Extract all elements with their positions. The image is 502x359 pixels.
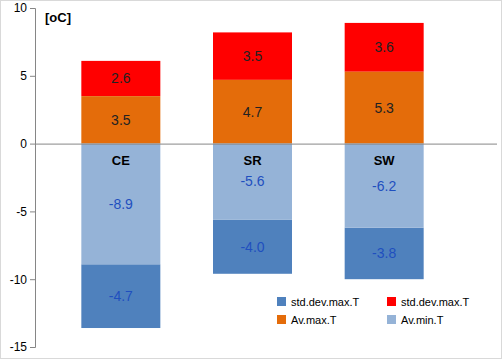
legend-label: std.dev.max.T [401,296,470,308]
x-axis-line [35,144,497,145]
y-tick-label: -5 [16,205,27,219]
legend-label: Av.max.T [291,314,337,326]
x-tick: SW [374,144,396,168]
x-axis: CE SR SW [35,144,497,168]
y-label: [oC] [45,10,71,25]
legend-swatch [387,297,396,306]
data-label: -3.8 [372,245,396,261]
bar [81,144,160,265]
y-tick: -10 [10,273,35,287]
y-tick: 5 [20,69,35,83]
chart: -15 -10 -5 0 5 10 CE SR SW -4.7 -4.0 -3.8 2.6 3.5 3.6 3… [0,0,502,359]
bar [213,144,292,220]
y-tick-mark [30,211,35,212]
data-label: -4.0 [240,239,264,255]
data-label: 3.5 [243,48,263,64]
legend-label: std.dev.max.T [291,296,360,308]
y-axis-line [30,9,36,348]
y-tick-mark [30,8,35,9]
y-tick: -5 [16,205,35,219]
x-tick: CE [112,144,130,168]
x-tick-label: SR [243,153,262,168]
bar [345,23,424,72]
bar [81,96,160,143]
legend-item: Av.min.T [387,314,444,326]
y-tick-label: -10 [10,273,28,287]
legend-item: std.dev.max.T [277,296,360,308]
x-tick-label: SW [374,153,396,168]
y-tick: 0 [20,137,35,151]
legend-swatch [277,315,286,324]
data-label: 2.6 [111,70,131,86]
data-label: -5.6 [240,173,264,189]
y-tick-label: -15 [10,340,28,354]
data-label: 3.5 [111,112,131,128]
data-label: -4.7 [109,288,133,304]
data-labels: -4.7 -4.0 -3.8 2.6 3.5 3.6 3.5 4.7 5.3 -8.9 -5.6 -6… [109,39,397,304]
data-label: 3.6 [374,39,394,55]
y-tick-mark [30,279,35,280]
bar [213,80,292,144]
bar [81,264,160,328]
legend-label: Av.min.T [401,314,444,326]
bar [213,32,292,79]
y-axis: -15 -10 -5 0 5 10 [10,1,36,354]
bar [345,72,424,144]
x-tick-label: CE [112,153,130,168]
y-tick: -15 [10,340,35,354]
legend-swatch [277,297,286,306]
data-label: -8.9 [109,196,133,212]
plot: -15 -10 -5 0 5 10 CE SR SW -4.7 -4.0 -3.8 2.6 3.5 3.6 3… [10,1,497,354]
bar [213,220,292,274]
y-tick-mark [30,144,35,145]
x-tick: SR [243,144,262,168]
legend: std.dev.max.T std.dev.max.T Av.max.T Av.min… [277,296,470,326]
y-tick-label: 10 [14,1,28,15]
y-tick-mark [30,347,35,348]
legend-item: Av.max.T [277,314,337,326]
bar [345,144,424,228]
y-tick-label: 0 [20,137,27,151]
data-label: 5.3 [374,100,394,116]
data-label: -6.2 [372,178,396,194]
y-tick-label: 5 [20,69,27,83]
y-tick-mark [30,76,35,77]
legend-item: std.dev.max.T [387,296,470,308]
bars [81,23,423,328]
data-label: 4.7 [243,104,263,120]
bar [345,228,424,280]
y-tick: 10 [14,1,35,15]
bar [81,61,160,96]
legend-swatch [387,315,396,324]
chart-border [1,1,502,359]
